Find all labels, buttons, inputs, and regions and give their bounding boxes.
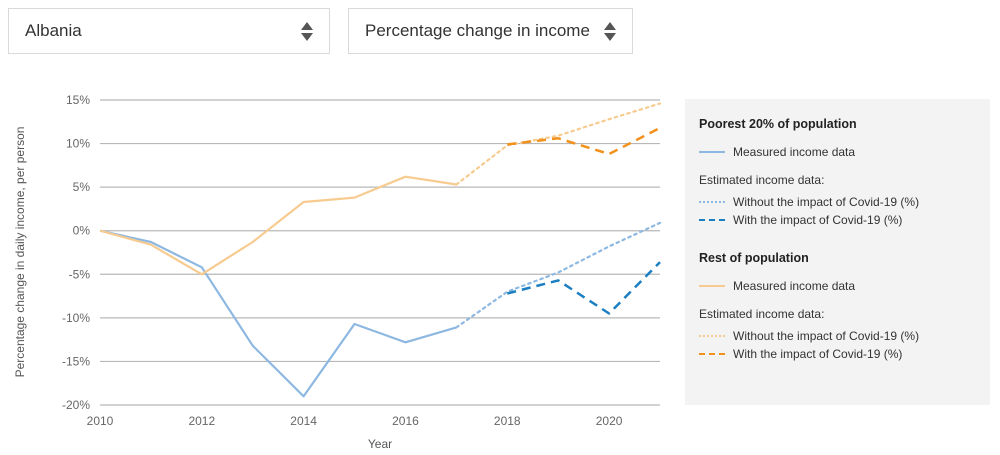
- legend-label: Without the impact of Covid-19 (%): [733, 195, 920, 209]
- y-tick-label: 0%: [73, 224, 91, 238]
- legend-item-rest-with: With the impact of Covid-19 (%): [699, 345, 976, 363]
- country-select-value: Albania: [25, 21, 82, 40]
- dashed-line-swatch-icon: [699, 219, 725, 221]
- x-tick-label: 2012: [188, 414, 215, 428]
- y-tick-label: -5%: [69, 267, 91, 281]
- legend-item-rest-without: Without the impact of Covid-19 (%): [699, 327, 976, 345]
- dotted-line-swatch-icon: [699, 201, 725, 203]
- x-tick-label: 2016: [392, 414, 419, 428]
- y-tick-label: -15%: [62, 354, 90, 368]
- series-line: [506, 261, 661, 315]
- sort-arrows-icon: [301, 21, 313, 41]
- legend-item-poorest-with: With the impact of Covid-19 (%): [699, 211, 976, 229]
- x-tick-label: 2014: [290, 414, 317, 428]
- series-line: [99, 229, 457, 398]
- y-axis-label: Percentage change in daily income, per p…: [13, 127, 27, 378]
- x-tick-label: 2020: [596, 414, 623, 428]
- chart-legend: Poorest 20% of population Measured incom…: [685, 99, 990, 405]
- x-tick-label: 2010: [87, 414, 114, 428]
- dotted-line-swatch-icon: [699, 335, 725, 337]
- chart-grid: [100, 99, 660, 406]
- series-line: [455, 221, 662, 329]
- x-axis-label: Year: [368, 437, 392, 451]
- solid-line-swatch-icon: [699, 151, 725, 153]
- dashed-line-swatch-icon: [699, 353, 725, 355]
- measure-select[interactable]: Percentage change in income: [348, 8, 633, 54]
- y-tick-label: 5%: [73, 180, 91, 194]
- legend-label: Without the impact of Covid-19 (%): [733, 329, 920, 343]
- y-axis-ticks: 15% 10% 5% 0% -5% -10% -15% -20%: [62, 93, 90, 412]
- legend-estimated-label: Estimated income data:: [699, 173, 825, 187]
- legend-item-poorest-measured: Measured income data: [699, 143, 976, 161]
- legend-label: Measured income data: [733, 279, 856, 293]
- sort-arrows-icon: [604, 21, 616, 41]
- y-tick-label: -10%: [62, 311, 90, 325]
- legend-item-rest-measured: Measured income data: [699, 277, 976, 295]
- legend-poorest-title: Poorest 20% of population: [699, 117, 857, 131]
- legend-estimated-label: Estimated income data:: [699, 307, 825, 321]
- legend-item-poorest-without: Without the impact of Covid-19 (%): [699, 193, 976, 211]
- x-tick-label: 2018: [494, 414, 521, 428]
- series-line: [455, 102, 662, 186]
- legend-label: With the impact of Covid-19 (%): [733, 213, 903, 227]
- series-line: [99, 175, 457, 276]
- legend-rest-title: Rest of population: [699, 251, 809, 265]
- country-select[interactable]: Albania: [8, 8, 330, 54]
- y-tick-label: 15%: [66, 93, 90, 107]
- x-axis-ticks: 2010 2012 2014 2016 2018 2020: [87, 414, 623, 428]
- measure-select-value: Percentage change in income: [365, 21, 590, 40]
- legend-label: Measured income data: [733, 145, 856, 159]
- solid-line-swatch-icon: [699, 285, 725, 287]
- legend-label: With the impact of Covid-19 (%): [733, 347, 903, 361]
- y-tick-label: -20%: [62, 398, 90, 412]
- chart-series: [99, 102, 662, 398]
- series-line: [507, 126, 661, 156]
- y-tick-label: 10%: [66, 137, 90, 151]
